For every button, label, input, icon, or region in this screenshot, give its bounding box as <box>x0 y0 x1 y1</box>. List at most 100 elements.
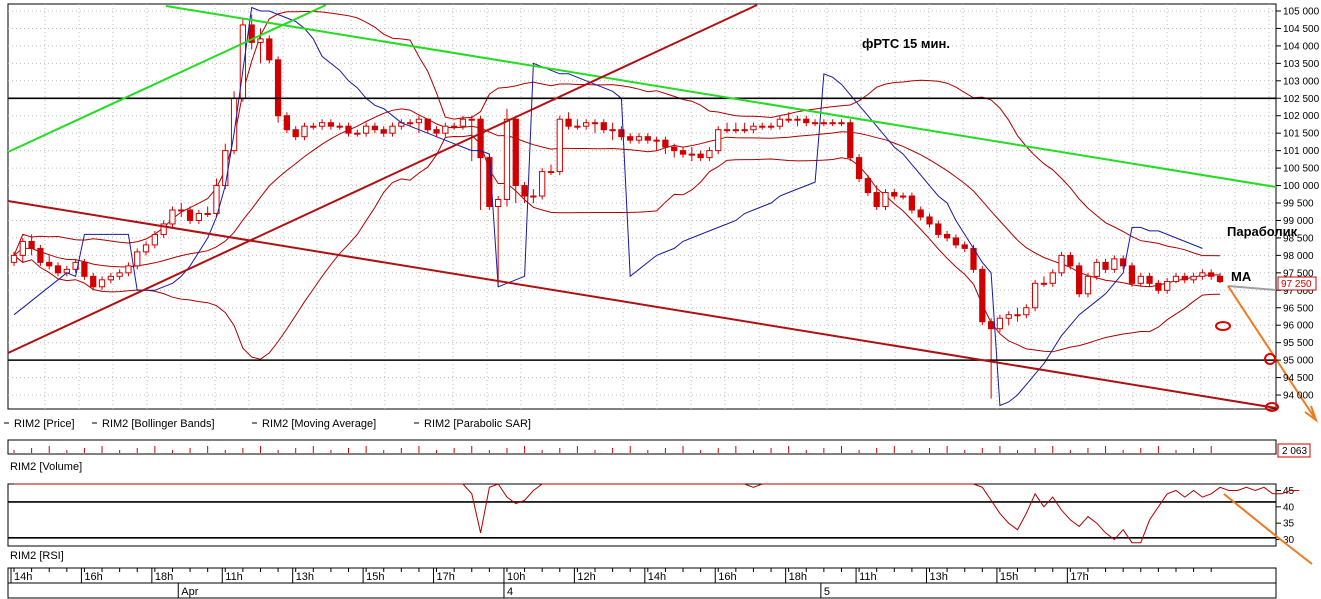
rsi-forecast-line <box>1223 493 1277 537</box>
time-date-label: 4 <box>507 586 513 598</box>
candle-body <box>257 38 264 43</box>
candle-body <box>635 136 643 141</box>
candle-body <box>98 279 106 288</box>
trend-lines <box>7 4 1319 423</box>
candle-body <box>1146 275 1153 284</box>
candle-body <box>565 118 572 127</box>
price-tick-label: 94 000 <box>1283 391 1314 402</box>
rsi-title: RIM2 [RSI] <box>10 550 64 562</box>
ma-projection-line <box>1227 285 1277 291</box>
time-hour-label: 17h <box>1070 571 1088 583</box>
candle-body <box>618 129 625 138</box>
rsi-line <box>14 483 1300 544</box>
candle-body <box>266 38 273 61</box>
moving-average <box>13 108 1221 288</box>
green-trend-line-up <box>7 4 327 153</box>
candle-body <box>1076 265 1083 295</box>
candle-body <box>917 209 924 218</box>
price-tick-label: 96 000 <box>1283 321 1314 332</box>
candle-body <box>46 261 53 267</box>
candle-body <box>759 125 766 128</box>
candle-body <box>741 129 748 132</box>
candle-body <box>547 171 555 174</box>
candle-body <box>1164 281 1171 291</box>
candle-body <box>1014 314 1021 317</box>
legend-entry: RIM2 [Bollinger Bands] <box>102 418 215 430</box>
candle-body <box>424 118 431 131</box>
time-hour-label: 11h <box>859 571 877 583</box>
candle-body <box>600 122 607 131</box>
candle-body <box>310 125 317 128</box>
candle-body <box>873 192 880 208</box>
candle-body <box>1102 261 1109 270</box>
candle-body <box>952 237 960 246</box>
candle-body <box>715 129 722 152</box>
candle-body <box>706 150 713 159</box>
candle-body <box>116 272 123 277</box>
candle-body <box>899 195 907 198</box>
candle-body <box>838 122 845 125</box>
time-hour-label: 18h <box>789 571 807 583</box>
candle-body <box>671 146 678 152</box>
candle-body <box>1031 282 1039 309</box>
price-tick-label: 95 500 <box>1283 338 1314 349</box>
candle-body <box>688 153 695 156</box>
candle-body <box>583 122 590 127</box>
legend-entry: RIM2 [Moving Average] <box>262 418 376 430</box>
price-tick-label: 97 000 <box>1283 286 1314 297</box>
candle-body <box>248 24 255 43</box>
candle-body <box>891 192 898 197</box>
target-ellipse <box>1265 402 1279 412</box>
candle-body <box>908 195 916 211</box>
time-date-label: 5 <box>824 586 830 598</box>
candle-body <box>847 122 854 159</box>
candle-body <box>204 212 211 215</box>
time-hour-label: 14h <box>648 571 666 583</box>
legend-entry: RIM2 [Price] <box>14 418 75 430</box>
candle-body <box>653 139 660 142</box>
time-hour-label: 11h <box>225 571 243 583</box>
candle-body <box>222 150 229 187</box>
price-tick-label: 98 000 <box>1283 251 1314 262</box>
orange-forecast-arrowhead <box>1304 405 1319 423</box>
price-tick-label: 98 500 <box>1283 233 1314 244</box>
candle-body <box>195 212 203 221</box>
price-tick-label: 104 000 <box>1283 41 1320 52</box>
red-trend-line-up <box>7 4 758 354</box>
candle-body <box>530 195 537 198</box>
candle-body <box>882 192 889 208</box>
candle-body <box>829 122 836 125</box>
candle-body <box>521 185 528 197</box>
candle-body <box>1172 275 1180 283</box>
candle-body <box>354 132 361 135</box>
candle-body <box>477 118 484 159</box>
candle-body <box>28 240 35 249</box>
candle-body <box>803 118 810 124</box>
candle-body <box>442 125 449 134</box>
candle-body <box>979 268 986 323</box>
candle-body <box>371 125 379 131</box>
candle-body <box>1093 261 1100 277</box>
volume-last-label: 2 063 <box>1282 446 1307 457</box>
candle-body <box>1058 254 1065 274</box>
volume-panel <box>13 446 1212 453</box>
candle-body <box>389 125 396 134</box>
candle-body <box>609 129 616 132</box>
price-tick-label: 103 500 <box>1283 59 1320 70</box>
rsi-tick-label: 35 <box>1283 519 1295 530</box>
price-tick-label: 101 500 <box>1283 129 1320 140</box>
price-tick-label: 99 000 <box>1283 216 1314 227</box>
candle-body <box>125 265 132 274</box>
last-price-label: 97 250 <box>1281 279 1312 290</box>
candle-body <box>151 233 158 246</box>
candle-body <box>1040 282 1048 285</box>
candle-body <box>459 118 467 127</box>
candle-body <box>186 209 194 221</box>
parabolic-sar-line <box>13 6 1203 407</box>
bollinger-lower <box>13 134 1221 360</box>
volume-title: RIM2 [Volume] <box>10 461 82 473</box>
time-axis: 14h 16h 18h 11h 13h 15h 17h 10h 12h 14h 16h 18h 11h 1… <box>10 568 1212 598</box>
candle-body <box>301 125 308 138</box>
candle-body <box>820 122 828 125</box>
